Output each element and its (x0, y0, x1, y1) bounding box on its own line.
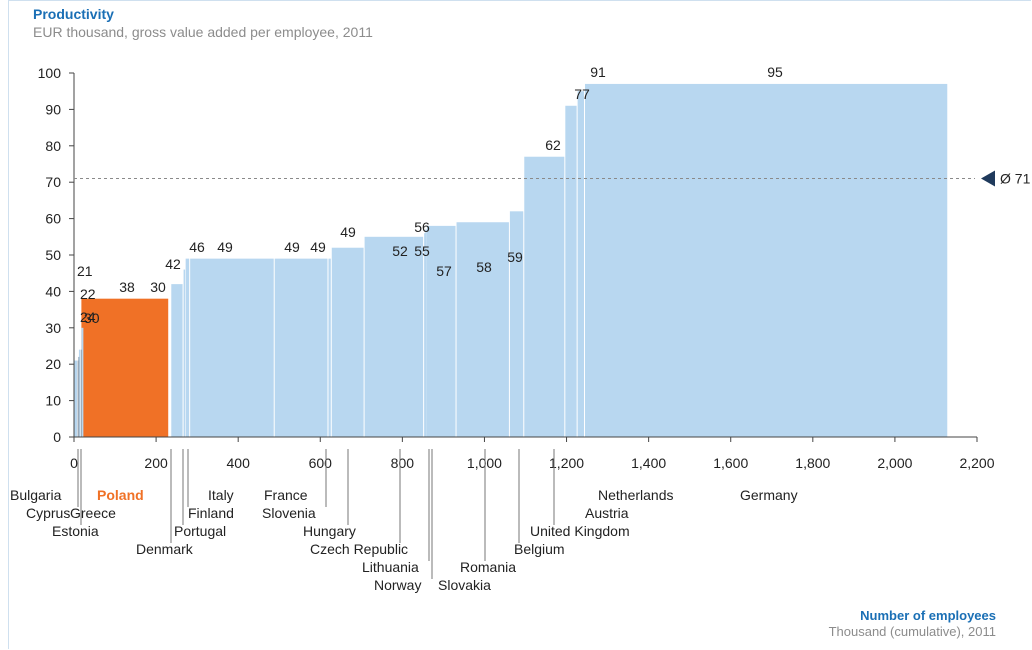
average-label: Ø 71 (1000, 171, 1031, 187)
bar-slovakia (426, 225, 456, 437)
y-tick-label: 60 (45, 211, 61, 227)
x-tick-label: 0 (70, 455, 78, 471)
bar-lithuania (424, 233, 426, 437)
y-tick-label: 0 (53, 429, 61, 445)
value-label: 49 (217, 239, 233, 255)
value-label: 21 (77, 263, 93, 279)
y-tick-label: 40 (45, 283, 61, 299)
category-label-portugal: Portugal (174, 523, 226, 539)
bar-czech-republic (364, 236, 424, 437)
category-label-italy: Italy (208, 487, 234, 503)
bar-netherlands (577, 91, 585, 437)
bar-slovenia (328, 258, 331, 437)
value-label: 55 (414, 243, 430, 259)
bar-greece (81, 327, 84, 437)
bar-norway (425, 229, 427, 437)
value-label: 30 (150, 279, 166, 295)
bar-france (274, 258, 328, 437)
value-label: 62 (545, 137, 561, 153)
category-label-cyprus: Cyprus (26, 505, 70, 521)
bar-germany (585, 83, 948, 438)
category-label-bulgaria: Bulgaria (10, 487, 62, 503)
category-label-poland: Poland (97, 487, 144, 503)
bar-united-kingdom (524, 156, 565, 437)
value-label: 42 (165, 256, 181, 272)
x-tick-label: 2,200 (959, 455, 994, 471)
value-label: 95 (767, 64, 783, 80)
y-tick-label: 100 (38, 65, 62, 81)
category-label-estonia: Estonia (52, 523, 99, 539)
category-label-united-kingdom: United Kingdom (530, 523, 630, 539)
value-label: 52 (392, 243, 408, 259)
y-tick-label: 30 (45, 320, 61, 336)
bar-austria (565, 105, 577, 437)
value-label: 77 (574, 86, 590, 102)
category-label-czech-republic: Czech Republic (310, 541, 408, 557)
x-axis-sublabel: Thousand (cumulative), 2011 (828, 624, 996, 639)
y-tick-label: 90 (45, 101, 61, 117)
category-label-austria: Austria (585, 505, 629, 521)
value-label: 57 (436, 263, 452, 279)
x-tick-label: 400 (227, 455, 251, 471)
category-label-norway: Norway (374, 577, 421, 593)
bar-romania (456, 222, 509, 437)
value-label: 38 (119, 279, 135, 295)
bar-poland (81, 298, 169, 437)
value-label: 59 (507, 249, 523, 265)
x-tick-label: 1,800 (795, 455, 830, 471)
y-tick-label: 70 (45, 174, 61, 190)
value-label: 49 (310, 239, 326, 255)
x-tick-label: 1,400 (631, 455, 666, 471)
value-label: 49 (340, 224, 356, 240)
bar-belgium (509, 211, 524, 437)
category-label-germany: Germany (740, 487, 798, 503)
y-tick-label: 80 (45, 138, 61, 154)
x-tick-label: 800 (391, 455, 415, 471)
x-tick-label: 1,600 (713, 455, 748, 471)
bar-bulgaria (74, 360, 78, 437)
value-label: 91 (590, 64, 606, 80)
y-tick-label: 50 (45, 247, 61, 263)
bar-hungary (331, 247, 364, 437)
chart-subtitle: EUR thousand, gross value added per empl… (33, 24, 373, 40)
bar-denmark (171, 284, 183, 437)
category-label-greece: Greece (70, 505, 116, 521)
x-axis-label: Number of employees (860, 608, 996, 623)
category-label-hungary: Hungary (303, 523, 356, 539)
category-label-finland: Finland (188, 505, 234, 521)
bar-estonia (78, 349, 81, 437)
bar-portugal (183, 269, 186, 437)
y-tick-label: 20 (45, 356, 61, 372)
value-label: 58 (476, 259, 492, 275)
category-label-slovakia: Slovakia (438, 577, 491, 593)
category-label-denmark: Denmark (136, 541, 194, 557)
value-label: 49 (284, 239, 300, 255)
category-label-slovenia: Slovenia (262, 505, 316, 521)
bar-finland (185, 258, 190, 437)
value-label: 56 (414, 219, 430, 235)
value-label-greece: 30 (84, 310, 100, 326)
x-tick-label: 2,000 (877, 455, 912, 471)
value-label: 46 (189, 239, 205, 255)
chart-title: Productivity (33, 6, 114, 22)
value-label: 22 (80, 286, 96, 302)
bar-italy (190, 258, 274, 437)
x-tick-label: 200 (144, 455, 168, 471)
category-label-belgium: Belgium (514, 541, 565, 557)
category-label-romania: Romania (460, 559, 516, 575)
y-tick-label: 10 (45, 393, 61, 409)
category-label-lithuania: Lithuania (362, 559, 419, 575)
chart-frame (8, 0, 1031, 649)
category-label-france: France (264, 487, 308, 503)
x-tick-label: 1,200 (549, 455, 584, 471)
x-tick-label: 600 (309, 455, 333, 471)
category-label-netherlands: Netherlands (598, 487, 674, 503)
average-marker-icon (981, 170, 995, 187)
value-label: 24 (80, 309, 96, 325)
